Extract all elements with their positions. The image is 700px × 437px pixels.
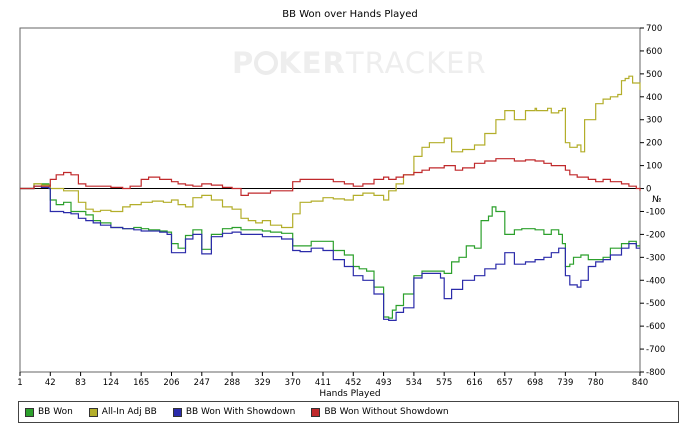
series-line-4	[20, 158, 641, 196]
y-tick-label: -800	[646, 368, 665, 378]
x-tick-label: 493	[375, 378, 391, 388]
series-layer	[20, 75, 641, 321]
x-tick-label: 698	[527, 378, 543, 388]
x-tick-label: 206	[163, 378, 179, 388]
y-tick-label: 500	[646, 70, 662, 80]
pokertracker-watermark: P KERTRACKER	[232, 46, 487, 80]
x-tick-label: 165	[133, 378, 149, 388]
plot-frame	[19, 27, 641, 373]
legend-swatch	[88, 407, 98, 417]
y-tick-label: 400	[646, 93, 662, 103]
legend-item: BB Won Without Showdown	[311, 407, 449, 417]
x-tick-label: 575	[436, 378, 452, 388]
legend: BB Won All-In Adj BB BB Won With Showdown B…	[18, 401, 679, 423]
y-tick-label: -100	[646, 207, 665, 217]
x-tick-label: 247	[194, 378, 210, 388]
poker-chip-logo-icon	[254, 51, 279, 75]
legend-item: All-In Adj BB	[88, 407, 157, 417]
x-tick-label: 616	[466, 378, 482, 388]
y-axis-unit: №	[652, 195, 662, 205]
y-tick-label: 600	[646, 47, 662, 57]
legend-swatch	[172, 407, 182, 417]
y-tick-label: 0	[646, 185, 651, 195]
series-line-2	[20, 75, 641, 229]
legend-label: BB Won With Showdown	[185, 407, 296, 417]
x-tick-label: 452	[345, 378, 361, 388]
y-tick-label: 300	[646, 116, 662, 126]
legend-swatch	[25, 407, 34, 417]
x-axis: 1 42 83 124 165 206 247 288 329 370 411 452 493 534 57…	[17, 372, 648, 388]
plot-area: 1 42 83 124 165 206 247 288 329 370 411 452 493 534 57…	[17, 24, 665, 388]
y-tick-label: -600	[646, 322, 665, 332]
x-tick-label: 288	[224, 378, 240, 388]
x-tick-label: 329	[254, 378, 270, 388]
legend-item: BB Won	[25, 407, 73, 417]
series-line-3	[20, 185, 640, 321]
x-tick-label: 657	[497, 378, 513, 388]
legend-label: All-In Adj BB	[101, 407, 157, 417]
x-axis-label: Hands Played	[319, 389, 381, 399]
x-tick-label: 840	[632, 378, 648, 388]
x-tick-label: 534	[406, 378, 422, 388]
legend-label: BB Won Without Showdown	[324, 407, 449, 417]
y-axis: 700 600 500 400 300 200 100 0 -100 -200 -300 -400 -5…	[640, 24, 665, 378]
x-tick-label: 411	[315, 378, 331, 388]
y-tick-label: 100	[646, 162, 662, 172]
legend-item: BB Won With Showdown	[172, 407, 296, 417]
y-tick-label: -500	[646, 299, 665, 309]
x-tick-label: 124	[103, 378, 119, 388]
x-tick-label: 739	[557, 378, 573, 388]
x-tick-label: 1	[17, 378, 22, 388]
x-tick-label: 42	[45, 378, 56, 388]
y-tick-label: -700	[646, 345, 665, 355]
y-tick-label: -400	[646, 276, 665, 286]
chart-title: BB Won over Hands Played	[282, 9, 418, 20]
y-tick-label: 200	[646, 139, 662, 149]
legend-label: BB Won	[38, 407, 73, 417]
y-tick-label: -300	[646, 253, 665, 263]
y-tick-label: 700	[646, 24, 662, 34]
x-tick-label: 370	[285, 378, 301, 388]
legend-swatch	[311, 407, 321, 417]
y-tick-label: -200	[646, 230, 665, 240]
x-tick-label: 83	[75, 378, 86, 388]
x-tick-label: 780	[588, 378, 604, 388]
